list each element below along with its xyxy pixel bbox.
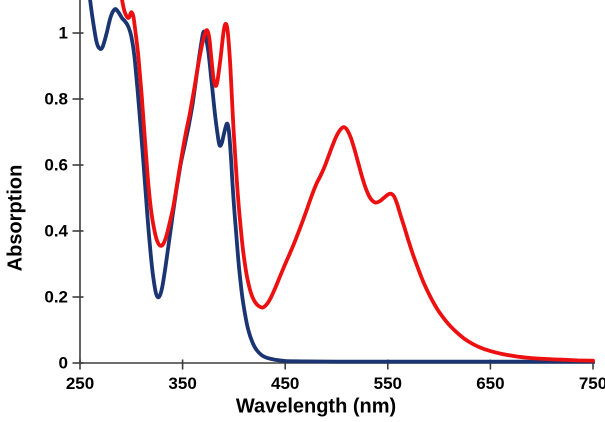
x-tick-label: 250 (66, 374, 94, 393)
y-axis-title: Absorption (4, 164, 27, 272)
x-tick-label: 350 (168, 374, 196, 393)
y-tick-label: 0.6 (44, 156, 68, 175)
axis-lines (79, 0, 595, 364)
y-tick-label: 0.8 (44, 90, 68, 109)
blue-spectrum-line (88, 0, 595, 364)
x-tick-label: 450 (271, 374, 299, 393)
y-tick-label: 1 (59, 24, 68, 43)
red-spectrum-line (120, 0, 595, 363)
x-tick-label: 750 (579, 374, 605, 393)
x-axis-title: Wavelength (nm) (235, 395, 397, 418)
y-tick-label: 0 (59, 354, 68, 373)
x-tick-label: 650 (476, 374, 504, 393)
x-tick-label: 550 (374, 374, 402, 393)
y-tick-label: 0.2 (44, 288, 68, 307)
y-tick-label: 0.4 (44, 222, 68, 241)
